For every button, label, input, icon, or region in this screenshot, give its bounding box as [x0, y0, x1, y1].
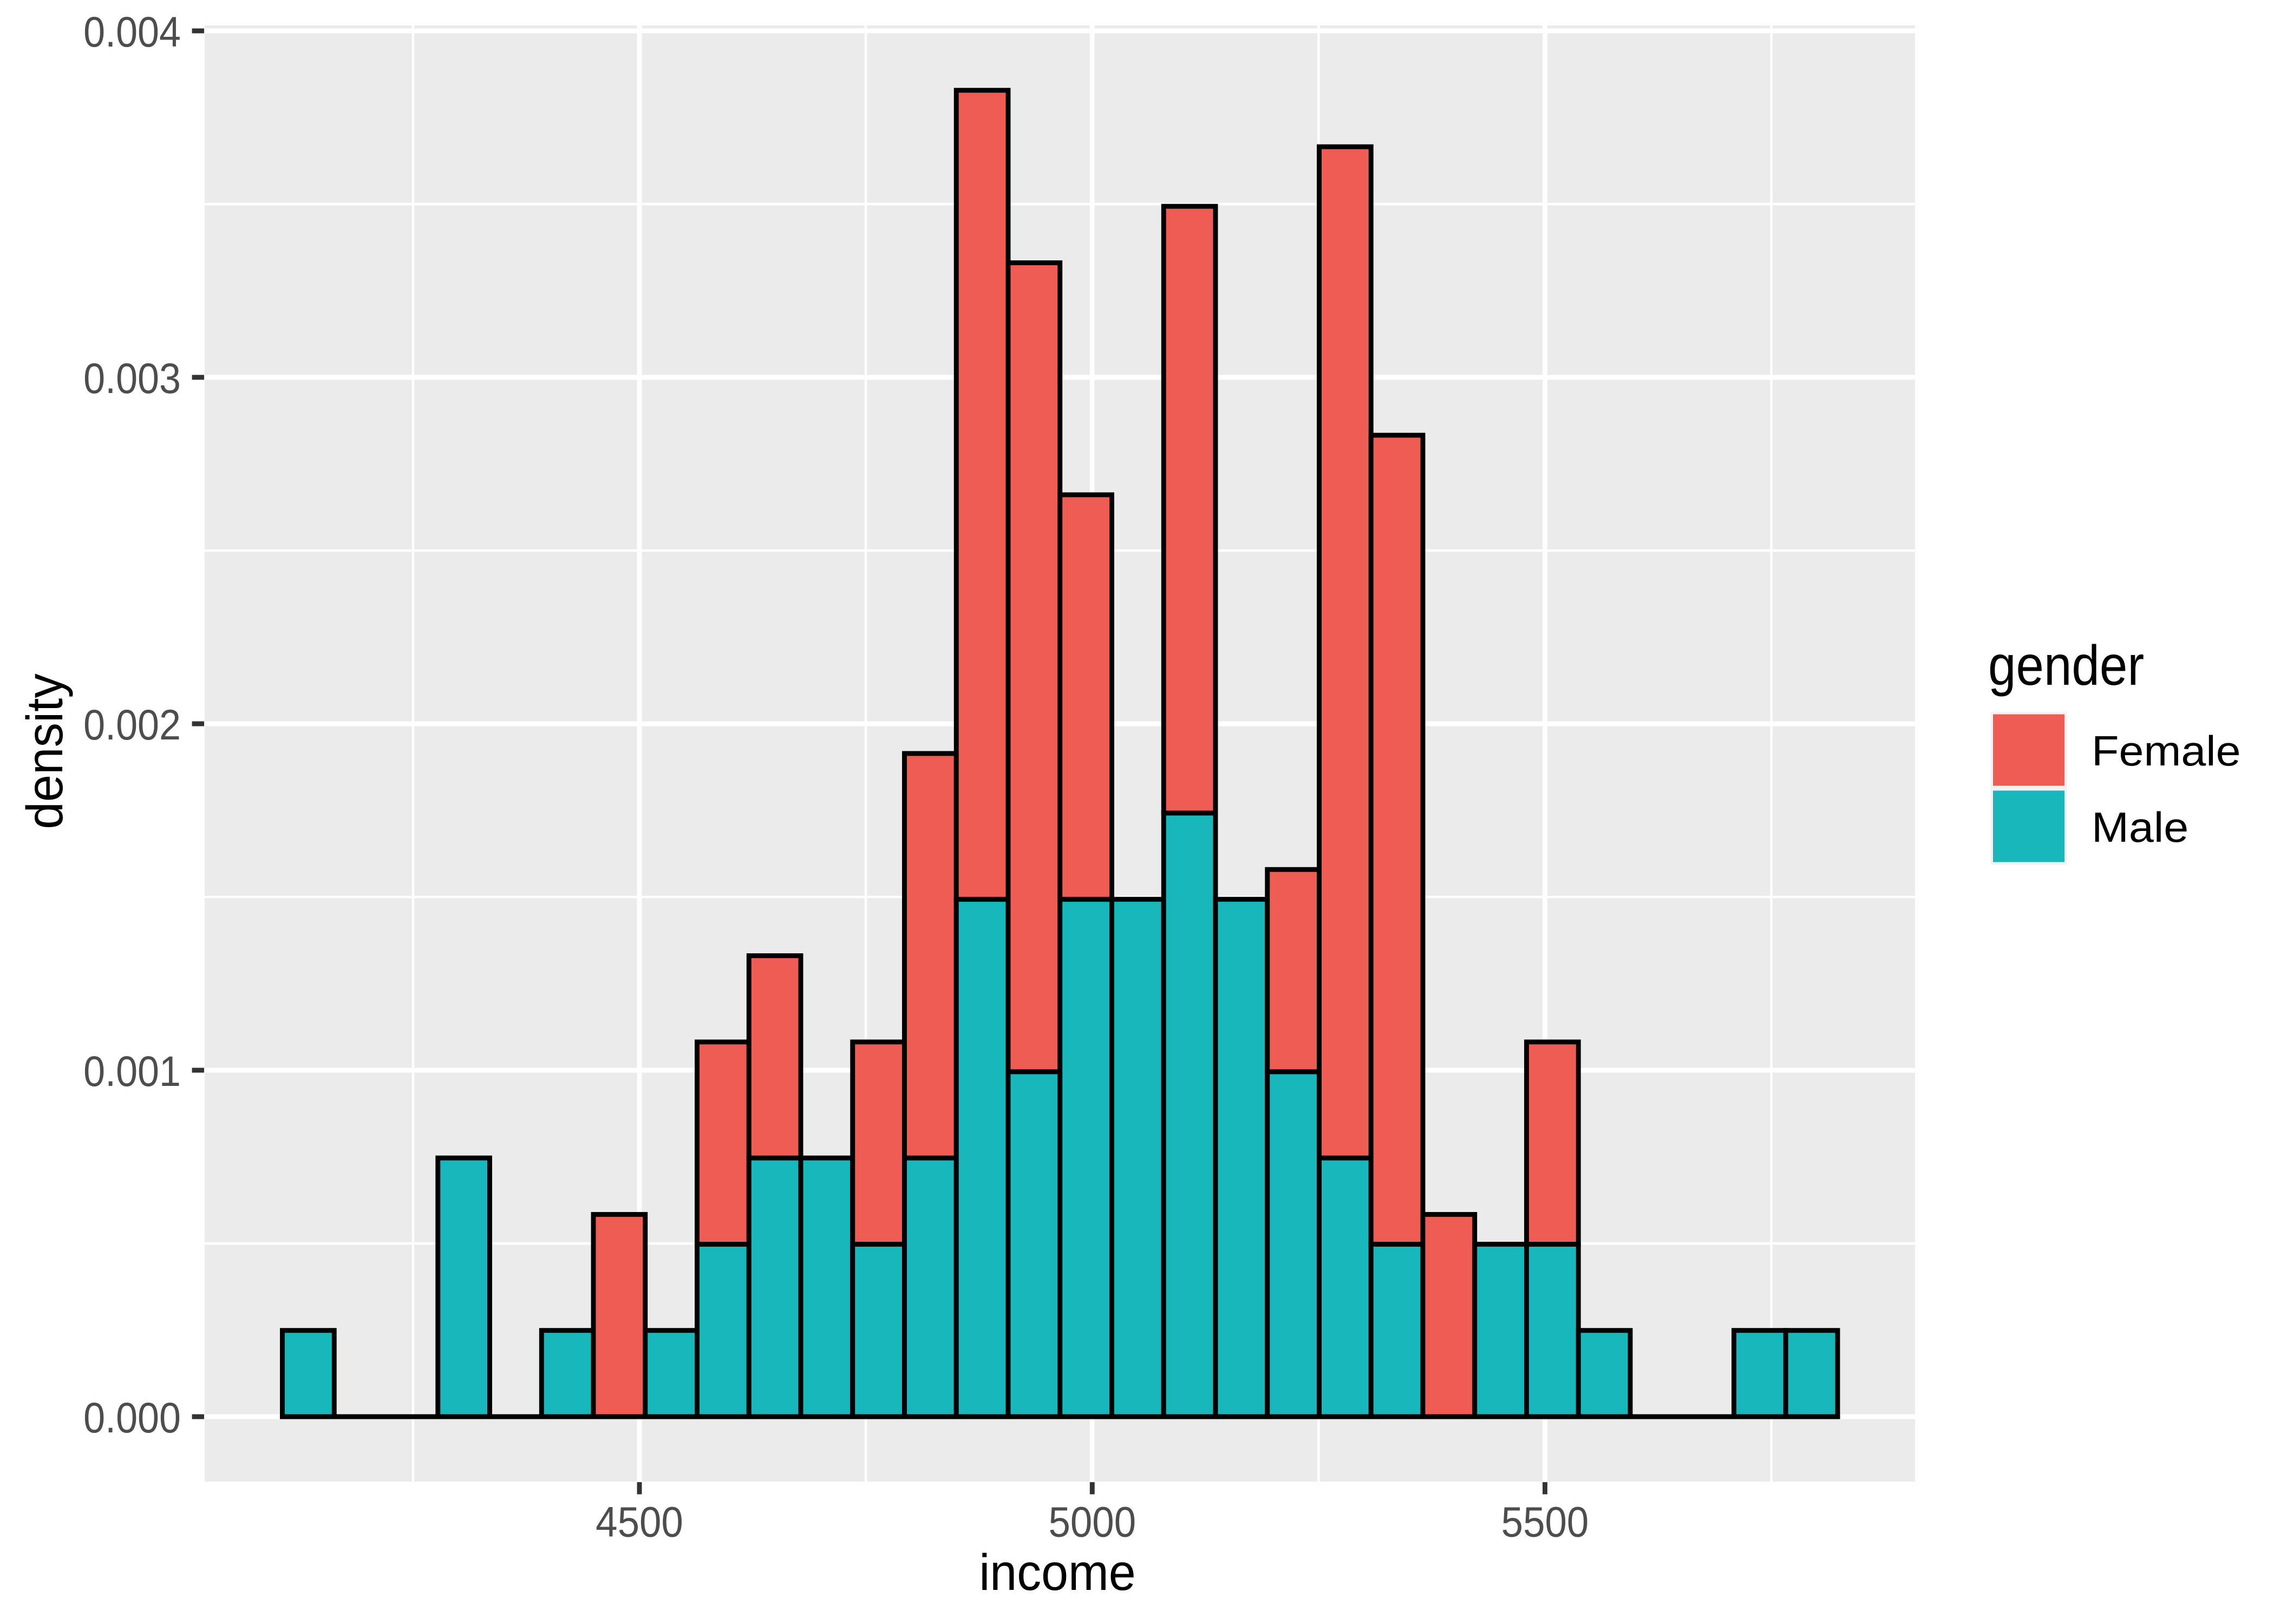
svg-text:4500: 4500 [596, 1498, 683, 1546]
svg-text:income: income [979, 1543, 1135, 1601]
svg-text:0.000: 0.000 [83, 1394, 181, 1442]
svg-text:0.004: 0.004 [83, 9, 181, 56]
svg-text:Male: Male [2092, 804, 2188, 851]
svg-text:5000: 5000 [1048, 1498, 1136, 1546]
svg-text:0.001: 0.001 [83, 1048, 181, 1096]
svg-text:gender: gender [1988, 634, 2144, 697]
svg-text:0.003: 0.003 [83, 355, 181, 403]
svg-text:density: density [16, 673, 73, 829]
svg-text:5500: 5500 [1501, 1498, 1589, 1546]
svg-text:Female: Female [2092, 728, 2241, 775]
svg-text:0.002: 0.002 [83, 702, 181, 749]
